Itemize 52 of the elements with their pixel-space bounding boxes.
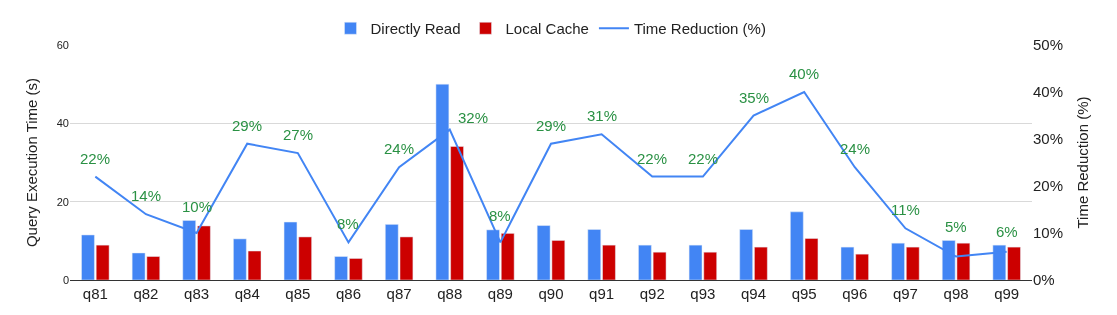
x-tick-label: q99 (994, 285, 1020, 302)
x-tick-label: q95 (791, 285, 817, 302)
y2-tick-label: 20% (1033, 177, 1064, 195)
x-tick-label: q91 (589, 285, 615, 302)
x-tick-label: q82 (133, 285, 159, 302)
data-label: 40% (789, 65, 820, 82)
data-label: 14% (131, 187, 162, 204)
y2-tick-label: 40% (1033, 83, 1064, 101)
data-label: 22% (688, 150, 719, 167)
x-tick-label: q96 (842, 285, 868, 302)
legend-label: Directly Read (370, 20, 461, 38)
data-label: 27% (283, 126, 314, 143)
data-label: 5% (945, 218, 967, 235)
data-label: 6% (996, 223, 1018, 240)
y-tick-label: 0 (62, 273, 69, 286)
y-axis-title: Query Execution Time (s) (23, 77, 40, 248)
x-tick-label: q85 (285, 285, 311, 302)
x-tick-label: q89 (487, 285, 513, 302)
data-label: 10% (182, 198, 213, 215)
data-label: 24% (384, 140, 415, 157)
x-tick-label: q84 (234, 285, 260, 302)
x-tick-label: q98 (943, 285, 969, 302)
x-tick-label: q86 (335, 285, 361, 302)
y-tick-label: 60 (56, 38, 69, 51)
x-tick-label: q94 (741, 285, 767, 302)
data-label: 29% (232, 117, 263, 134)
x-tick-label: q93 (690, 285, 716, 302)
x-tick-label: q90 (538, 285, 564, 302)
data-label: 31% (587, 107, 618, 124)
data-label: 35% (739, 89, 770, 106)
data-label: 22% (637, 150, 668, 167)
x-tick-label: q88 (437, 285, 463, 302)
y2-tick-label: 10% (1033, 224, 1064, 242)
data-label: 22% (80, 150, 111, 167)
y2-axis-title: Time Reduction (%) (1074, 96, 1092, 229)
y2-tick-label: 50% (1033, 36, 1064, 54)
data-label: 29% (536, 117, 567, 134)
y-tick-label: 40 (56, 117, 69, 130)
legend-label: Time Reduction (%) (633, 20, 766, 38)
y-tick-label: 20 (56, 195, 69, 208)
x-tick-label: q83 (184, 285, 210, 302)
data-label: 8% (337, 215, 359, 232)
x-tick-label: q87 (386, 285, 412, 302)
x-tick-label: q81 (82, 285, 108, 302)
data-label: 8% (489, 207, 511, 224)
y2-tick-label: 30% (1033, 130, 1064, 148)
data-label: 32% (458, 109, 489, 126)
data-label: 11% (891, 201, 920, 218)
x-tick-label: q92 (639, 285, 665, 302)
y2-tick-label: 0% (1033, 271, 1055, 289)
legend-label: Local Cache (505, 20, 589, 38)
x-tick-label: q97 (892, 285, 918, 302)
